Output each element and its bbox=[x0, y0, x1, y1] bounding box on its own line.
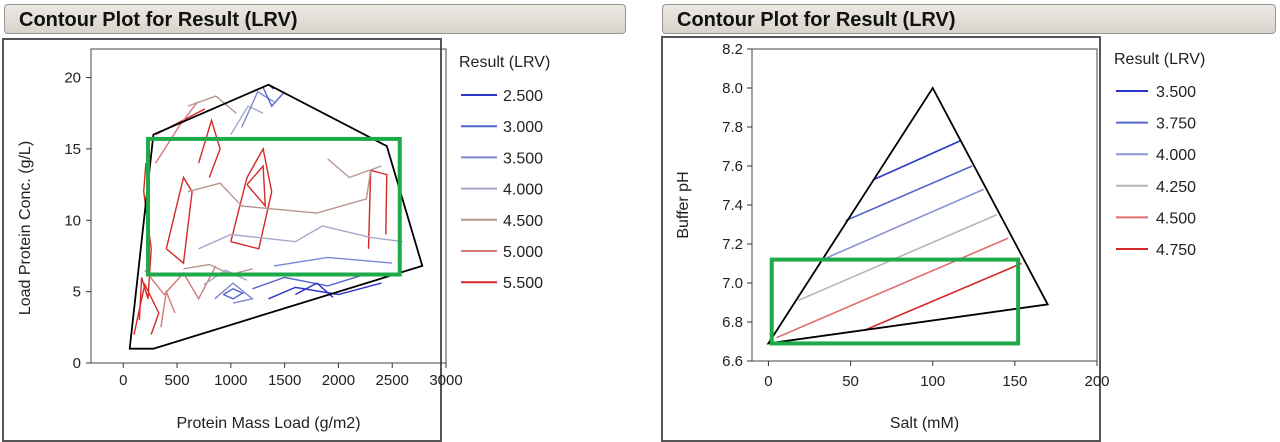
y-tick-label: 8.2 bbox=[722, 41, 743, 58]
y-axis-label: Buffer pH bbox=[675, 171, 692, 238]
y-tick-label: 5 bbox=[73, 284, 81, 301]
x-tick-label: 150 bbox=[1002, 373, 1027, 390]
x-tick-label: 200 bbox=[1084, 373, 1109, 390]
legend-title: Result (LRV) bbox=[1114, 51, 1205, 68]
plot-area bbox=[90, 48, 447, 364]
contour-line bbox=[154, 101, 199, 164]
y-tick-label: 15 bbox=[64, 141, 81, 158]
contour-line bbox=[873, 139, 961, 181]
x-axis-label: Salt (mM) bbox=[890, 415, 959, 432]
contour-line bbox=[845, 165, 973, 222]
legend-label: 3.000 bbox=[503, 119, 543, 136]
contour-line bbox=[165, 175, 193, 265]
right-panel-title: Contour Plot for Result (LRV) bbox=[662, 4, 1276, 34]
legend-label: 5.500 bbox=[503, 275, 543, 292]
x-tick-label: 0 bbox=[764, 373, 772, 390]
contour-line bbox=[262, 87, 286, 108]
contour-line bbox=[144, 265, 217, 301]
y-tick-label: 8.0 bbox=[722, 80, 743, 97]
legend-title: Result (LRV) bbox=[459, 54, 550, 71]
x-tick-label: 1500 bbox=[268, 372, 301, 389]
x-axis-label: Protein Mass Load (g/m2) bbox=[176, 415, 360, 432]
contour-line bbox=[295, 282, 334, 298]
y-tick-label: 7.6 bbox=[722, 158, 743, 175]
legend-label: 3.500 bbox=[503, 150, 543, 167]
right-contour-chart: 0 50 100 150 200 6.6 6.8 7.0 7.2 7.4 7.6 7.8 8.0 8.2 S… bbox=[675, 41, 1205, 432]
contour-line bbox=[268, 282, 382, 300]
x-tick-label: 50 bbox=[842, 373, 859, 390]
legend-label: 3.750 bbox=[1156, 116, 1196, 133]
y-tick-label: 7.0 bbox=[722, 275, 743, 292]
y-tick-label: 6.6 bbox=[722, 353, 743, 370]
x-tick-label: 100 bbox=[920, 373, 945, 390]
contour-line bbox=[160, 288, 176, 328]
contour-line bbox=[327, 158, 382, 179]
contour-line bbox=[230, 105, 264, 135]
legend-label: 4.000 bbox=[1156, 147, 1196, 164]
contour-line bbox=[187, 95, 237, 114]
contour-line bbox=[822, 188, 984, 261]
x-tick-label: 1000 bbox=[214, 372, 247, 389]
legend-label: 4.500 bbox=[1156, 210, 1196, 227]
x-tick-label: 3000 bbox=[429, 372, 462, 389]
data-region-hull bbox=[128, 83, 424, 350]
y-axis-label: Load Protein Conc. (g/L) bbox=[17, 141, 34, 315]
x-tick-label: 2000 bbox=[322, 372, 355, 389]
right-chart-frame bbox=[661, 36, 1101, 442]
contour-line bbox=[183, 263, 253, 276]
y-tick-label: 7.2 bbox=[722, 236, 743, 253]
y-tick-label: 6.8 bbox=[722, 314, 743, 331]
contour-line bbox=[197, 117, 221, 178]
contour-line bbox=[865, 262, 1022, 331]
contour-line bbox=[776, 237, 1009, 339]
contour-line bbox=[222, 288, 245, 300]
x-tick-label: 0 bbox=[119, 372, 127, 389]
contour-line bbox=[246, 164, 267, 209]
y-tick-label: 7.4 bbox=[722, 197, 743, 214]
legend-label: 3.500 bbox=[1156, 84, 1196, 101]
left-contour-chart: 0 500 1000 1500 2000 2500 3000 0 5 10 15 20 Protein … bbox=[17, 48, 550, 432]
contour-line bbox=[203, 269, 248, 286]
left-panel-title: Contour Plot for Result (LRV) bbox=[4, 4, 626, 34]
contour-line bbox=[230, 146, 273, 250]
plot-area bbox=[751, 48, 1098, 362]
y-tick-label: 20 bbox=[64, 70, 81, 87]
highlight-box bbox=[146, 136, 402, 277]
y-tick-label: 0 bbox=[73, 355, 81, 372]
contour-line bbox=[133, 282, 160, 335]
legend-label: 5.000 bbox=[503, 244, 543, 261]
legend-label: 2.500 bbox=[503, 88, 543, 105]
data-region-triangle bbox=[766, 86, 1050, 345]
legend-label: 4.750 bbox=[1156, 242, 1196, 259]
y-tick-label: 7.8 bbox=[722, 119, 743, 136]
contour-line bbox=[214, 282, 254, 304]
legend-label: 4.000 bbox=[503, 182, 543, 199]
contour-line bbox=[198, 225, 404, 250]
legend-label: 4.250 bbox=[1156, 179, 1196, 196]
x-tick-label: 2500 bbox=[376, 372, 409, 389]
contour-line bbox=[273, 256, 393, 267]
y-tick-label: 10 bbox=[64, 212, 81, 229]
legend-label: 4.500 bbox=[503, 213, 543, 230]
x-tick-label: 500 bbox=[165, 372, 190, 389]
contour-line bbox=[367, 169, 388, 249]
contour-line bbox=[252, 275, 361, 290]
highlight-box bbox=[769, 257, 1021, 346]
contour-line bbox=[187, 170, 372, 214]
